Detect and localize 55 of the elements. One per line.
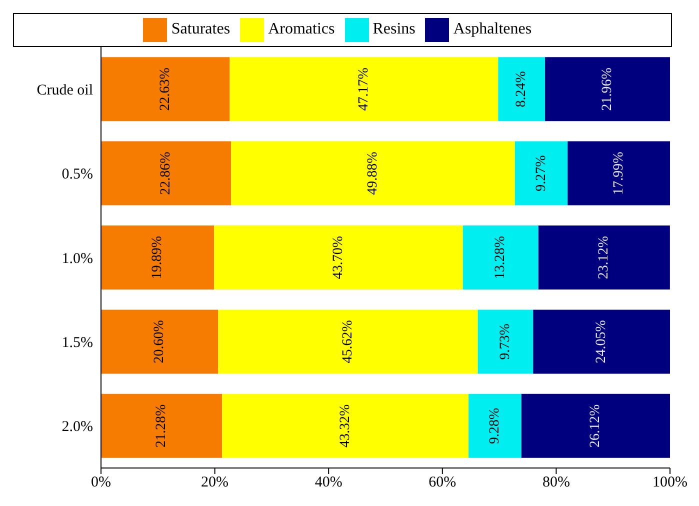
bar <box>101 226 214 290</box>
y-tick-label: 2.0% <box>62 419 93 436</box>
data-label: 21.28% <box>154 404 170 448</box>
y-tick-label: Crude oil <box>36 82 93 98</box>
data-label: 49.88% <box>365 151 380 195</box>
bar <box>568 141 670 206</box>
data-label: 22.63% <box>158 67 173 111</box>
x-tick-label: 40% <box>314 474 342 491</box>
data-label: 9.28% <box>487 407 502 444</box>
legend-label: Saturates <box>171 20 230 38</box>
bar <box>498 57 546 122</box>
y-tick-label: 1.0% <box>62 250 93 267</box>
bar <box>101 141 232 206</box>
data-label: 9.73% <box>498 323 513 360</box>
bar <box>101 394 222 458</box>
bar <box>214 226 463 290</box>
x-tick-label: 20% <box>201 474 229 491</box>
bar <box>101 310 218 374</box>
x-tick-label: 0% <box>91 474 111 491</box>
data-label: 8.24% <box>514 70 530 108</box>
bar <box>538 226 670 290</box>
data-label: 23.12% <box>596 236 612 280</box>
bar <box>462 226 538 290</box>
data-label: 19.89% <box>150 236 166 280</box>
data-label: 43.70% <box>331 236 346 280</box>
data-label: 26.12% <box>588 404 604 448</box>
data-label: 47.17% <box>356 67 372 111</box>
data-label: 17.99% <box>611 151 626 195</box>
bar <box>533 310 670 374</box>
bar <box>545 57 670 122</box>
bar <box>101 57 230 122</box>
data-label: 22.86% <box>158 151 174 195</box>
bar <box>521 394 670 458</box>
data-label: 13.28% <box>493 236 508 280</box>
bar <box>468 394 522 458</box>
legend-label: Aromatics <box>268 20 335 38</box>
data-label: 21.96% <box>600 67 616 111</box>
data-label: 43.32% <box>338 404 353 448</box>
data-label: 24.05% <box>594 320 610 364</box>
bar <box>230 57 498 122</box>
x-tick-label: 60% <box>428 474 456 491</box>
bar <box>514 141 568 206</box>
y-tick-label: 1.5% <box>62 335 93 352</box>
data-label: 45.62% <box>340 320 356 364</box>
legend-label: Asphaltenes <box>453 20 532 38</box>
bar <box>231 141 515 206</box>
y-tick-label: 0.5% <box>62 166 93 183</box>
bar <box>218 310 478 374</box>
legend-label: Resins <box>372 20 416 38</box>
bar <box>478 310 534 374</box>
bar <box>222 394 469 458</box>
x-tick-label: 80% <box>542 474 570 491</box>
data-label: 9.27% <box>534 154 549 192</box>
x-tick-label: 100% <box>652 474 688 491</box>
data-label: 20.60% <box>152 320 168 364</box>
